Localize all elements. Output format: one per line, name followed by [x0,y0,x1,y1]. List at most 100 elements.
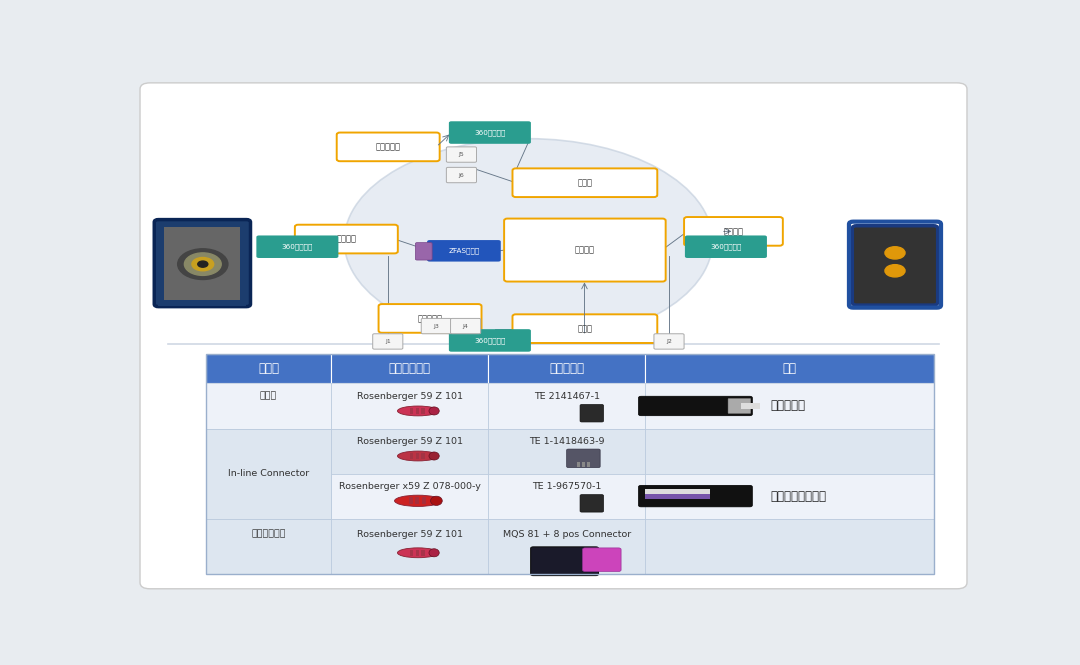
Ellipse shape [429,407,440,415]
Bar [488,473,645,519]
FancyBboxPatch shape [684,217,783,245]
Bar [645,489,711,494]
Bar [206,473,332,519]
Text: In-line Connector: In-line Connector [228,437,309,446]
Ellipse shape [394,495,442,507]
Text: In-line Connector: In-line Connector [228,469,309,478]
Text: Rosenberger 59 Z 101: Rosenberger 59 Z 101 [356,437,462,446]
Text: 后端线束: 后端线束 [724,227,743,236]
Text: 360度摄像头: 360度摄像头 [474,129,505,136]
Text: J5: J5 [459,152,464,157]
Ellipse shape [397,406,438,416]
Bar [645,493,711,499]
FancyBboxPatch shape [449,329,531,352]
Bar [332,428,488,473]
Bar [488,519,645,574]
Text: 同轴电缆方案: 同轴电缆方案 [389,362,431,375]
Bar [416,550,419,556]
FancyBboxPatch shape [580,404,604,422]
Bar [416,408,419,414]
FancyBboxPatch shape [446,147,476,162]
Text: 360度摄像夤: 360度摄像夤 [474,337,505,344]
FancyBboxPatch shape [154,219,251,307]
Bar [416,497,419,505]
FancyBboxPatch shape [416,243,432,260]
Bar [421,453,426,460]
Bar [421,550,426,556]
Bar [332,519,488,574]
Bar [416,453,419,460]
Text: 后视镜线束: 后视镜线束 [376,142,401,152]
Text: 控制器连接器: 控制器连接器 [252,529,286,539]
FancyBboxPatch shape [638,396,753,416]
Bar [332,354,488,384]
FancyBboxPatch shape [653,334,684,349]
Text: J1: J1 [384,339,391,344]
Ellipse shape [397,548,438,558]
Text: 配以太网的双绞线: 配以太网的双绞线 [771,489,827,503]
Ellipse shape [429,549,440,557]
Text: 后视镜线束: 后视镜线束 [418,314,443,323]
Ellipse shape [345,139,713,344]
FancyBboxPatch shape [513,168,658,197]
Text: Rosenberger 59 Z 101: Rosenberger 59 Z 101 [356,392,462,400]
Text: ZFAS控制器: ZFAS控制器 [448,247,480,254]
FancyBboxPatch shape [852,225,937,305]
Ellipse shape [429,452,440,460]
Bar [206,428,332,519]
Text: MQS 81 + 8 pos Connector: MQS 81 + 8 pos Connector [502,529,631,539]
Bar [645,473,934,519]
Text: 配同轴电缆: 配同轴电缆 [771,400,806,412]
FancyBboxPatch shape [446,168,476,183]
Bar [409,550,414,556]
FancyBboxPatch shape [580,495,604,512]
Bar [159,300,246,306]
FancyBboxPatch shape [450,319,481,334]
FancyBboxPatch shape [513,315,658,343]
FancyBboxPatch shape [337,132,440,161]
FancyBboxPatch shape [685,235,767,258]
Circle shape [885,247,905,259]
Bar [206,519,332,574]
FancyBboxPatch shape [140,83,967,589]
Bar [586,462,590,467]
FancyBboxPatch shape [427,240,501,261]
Text: 360度摄像头: 360度摄像头 [711,243,742,250]
Text: TE 1-967570-1: TE 1-967570-1 [532,481,602,491]
Bar [742,403,760,409]
Bar [206,428,332,473]
FancyBboxPatch shape [530,547,598,576]
Bar [206,384,332,428]
FancyBboxPatch shape [421,319,451,334]
Bar [488,384,645,428]
Bar [645,384,934,428]
Text: J6: J6 [459,172,464,178]
Text: Rosenberger 59 Z 101: Rosenberger 59 Z 101 [356,529,462,539]
Bar [164,227,241,301]
Bar [421,408,426,414]
Bar [332,473,488,519]
Circle shape [198,261,207,267]
Bar [577,462,580,467]
Bar [409,408,414,414]
Text: TE 2141467-1: TE 2141467-1 [534,392,599,400]
FancyBboxPatch shape [504,219,665,281]
Bar [645,354,934,384]
Bar [582,462,585,467]
Bar [408,497,413,505]
Circle shape [178,249,228,279]
Text: 车身线束: 车身线束 [575,245,595,255]
Text: 摄像头: 摄像头 [260,392,278,400]
Text: J4: J4 [462,324,469,329]
Text: 360度摄像头: 360度摄像头 [282,243,313,250]
FancyBboxPatch shape [728,398,751,414]
Ellipse shape [431,496,442,505]
Bar [645,428,934,473]
Text: 备注: 备注 [783,362,797,375]
Text: 门线束: 门线束 [578,178,593,188]
Text: 门线束: 门线束 [578,324,593,333]
FancyBboxPatch shape [567,449,600,467]
Circle shape [885,265,905,277]
Text: 连接器: 连接器 [258,362,279,375]
Bar [488,354,645,384]
